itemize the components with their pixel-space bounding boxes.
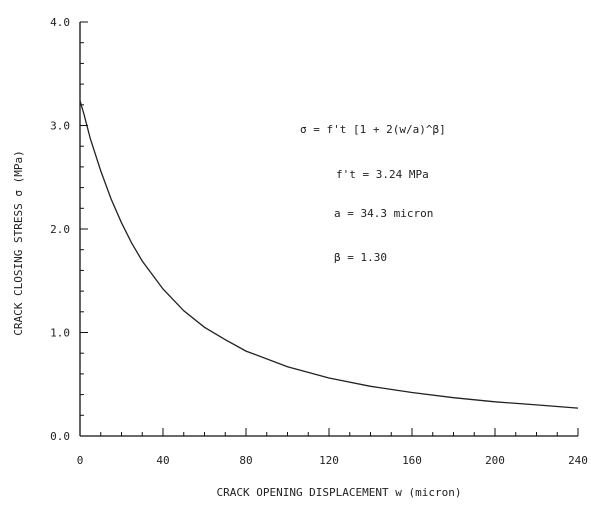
y-tick-label: 4.0 <box>50 16 70 29</box>
x-axis-title: CRACK OPENING DISPLACEMENT w (micron) <box>216 486 461 499</box>
x-tick-label: 120 <box>319 454 339 467</box>
x-tick-label: 200 <box>485 454 505 467</box>
y-tick-label: 2.0 <box>50 223 70 236</box>
annotation-formula: σ = f't [1 + 2(w/a)^β] <box>300 123 446 136</box>
axes <box>79 22 578 437</box>
series-line <box>79 100 579 409</box>
annotation-tensile-strength: f't = 3.24 MPa <box>336 168 429 181</box>
annotation-a-parameter: a = 34.3 micron <box>334 207 433 220</box>
y-tick-label: 3.0 <box>50 120 70 133</box>
x-tick-label: 80 <box>239 454 252 467</box>
x-tick-label: 40 <box>156 454 169 467</box>
ticks: 0 40 80 120 160 200 240 0.0 1.0 2.0 3.0 4.0 <box>50 16 588 467</box>
x-tick-label: 0 <box>77 454 84 467</box>
annotation-beta-parameter: β = 1.30 <box>334 251 387 264</box>
x-tick-label: 160 <box>402 454 422 467</box>
x-tick-label: 240 <box>568 454 588 467</box>
y-tick-label: 1.0 <box>50 327 70 340</box>
y-tick-label: 0.0 <box>50 430 70 443</box>
y-axis-title: CRACK CLOSING STRESS σ (MPa) <box>12 150 25 335</box>
annotation-block: σ = f't [1 + 2(w/a)^β] f't = 3.24 MPa a … <box>300 123 446 264</box>
